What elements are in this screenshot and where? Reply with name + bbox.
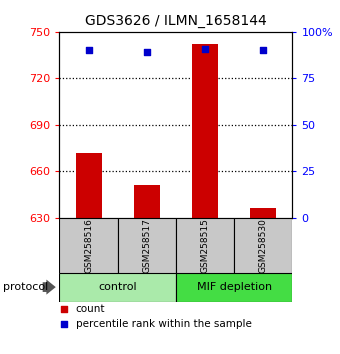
Bar (59, 218, 118, 273)
Text: control: control (98, 282, 137, 292)
Bar (250, 209, 276, 218)
Text: protocol: protocol (3, 282, 49, 292)
Point (62, 321, 67, 327)
Text: count: count (76, 304, 105, 314)
Point (260, 47, 266, 53)
Text: MIF depletion: MIF depletion (197, 282, 272, 292)
Bar (75, 153, 102, 218)
Bar (176, 218, 234, 273)
Text: percentile rank within the sample: percentile rank within the sample (76, 319, 252, 329)
Text: GSM258515: GSM258515 (201, 218, 209, 273)
Point (86, 47, 91, 53)
Point (144, 50, 150, 55)
Bar (192, 44, 218, 218)
Title: GDS3626 / ILMN_1658144: GDS3626 / ILMN_1658144 (85, 14, 267, 28)
Text: GSM258516: GSM258516 (84, 218, 93, 273)
Bar (134, 185, 160, 218)
Point (202, 46, 208, 51)
Point (62, 306, 67, 312)
Text: GSM258517: GSM258517 (142, 218, 151, 273)
Text: GSM258530: GSM258530 (259, 218, 268, 273)
Bar (118, 218, 176, 273)
Bar (176, 273, 292, 302)
Bar (234, 218, 292, 273)
FancyArrow shape (42, 280, 56, 295)
Bar (59, 273, 176, 302)
